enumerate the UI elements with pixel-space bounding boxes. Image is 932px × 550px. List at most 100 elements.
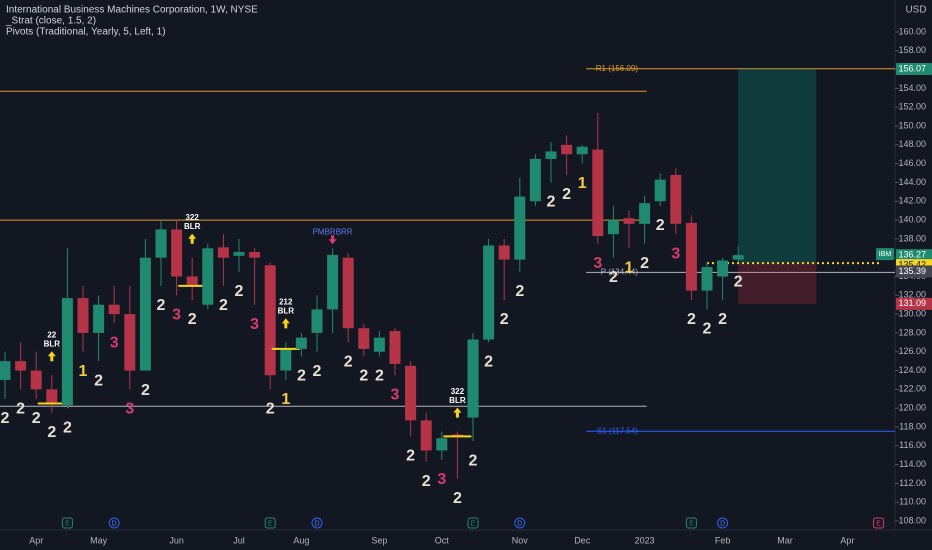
strat-label: 1 <box>578 175 587 192</box>
x-tick-label: Feb <box>715 535 731 545</box>
y-tick-label: 112.00 <box>899 478 926 488</box>
y-tick-label: 144.00 <box>898 177 926 187</box>
strat-label: 2 <box>359 368 368 385</box>
candle-body <box>46 389 58 404</box>
strat-label: 2 <box>16 401 25 418</box>
candle-body <box>389 331 401 364</box>
candle-body <box>342 257 354 329</box>
y-tick-label: 124.00 <box>898 365 926 375</box>
plot: R1 (156.09)P (134.44)S1 (117.54)222222BL… <box>0 64 895 529</box>
candle-body <box>0 361 11 380</box>
candle-body <box>623 218 635 224</box>
strat-label: 2 <box>141 382 150 399</box>
candle-body <box>654 179 666 202</box>
strat-label: 3 <box>110 335 119 352</box>
strat-label: 2 <box>734 274 743 291</box>
candle-body <box>514 196 526 260</box>
candle-body <box>233 252 245 256</box>
signal-arrow <box>281 318 290 329</box>
strat-label: 3 <box>671 245 680 262</box>
event-label: E <box>268 520 273 527</box>
strat-label: 3 <box>391 386 400 403</box>
y-tick-label: 150.00 <box>898 120 926 130</box>
candle-body <box>280 348 292 371</box>
candle-body <box>77 298 89 333</box>
strat-label: 2 <box>515 283 524 300</box>
strat-label: 1 <box>281 391 290 408</box>
symbol-label: IBM <box>879 251 892 258</box>
candle-body <box>108 304 120 315</box>
chart-title: International Business Machines Corporat… <box>6 5 258 16</box>
strat-label: 2 <box>47 424 56 441</box>
candle-body <box>124 314 136 371</box>
candle-body <box>670 174 682 224</box>
price-tag-label: 135.39 <box>898 266 926 276</box>
signal-code: 212 <box>279 297 293 306</box>
candle-body <box>498 245 510 260</box>
strat-label: 2 <box>188 311 197 328</box>
candle-body <box>30 370 42 390</box>
indicator-label: _Strat (close, 1.5, 2) <box>5 16 96 27</box>
x-tick-label: Nov <box>512 535 529 545</box>
strat-label: 2 <box>640 255 649 272</box>
y-tick-label: 148.00 <box>898 139 926 149</box>
y-tick-label: 142.00 <box>898 196 926 206</box>
strat-label: 2 <box>63 419 72 436</box>
event-label: D <box>112 520 117 527</box>
candle-body <box>249 252 261 258</box>
candle-body <box>561 144 573 155</box>
strat-label: 2 <box>422 473 431 490</box>
currency: USD <box>905 5 926 16</box>
price-tag-label: 156.07 <box>898 63 926 73</box>
y-tick-label: 158.00 <box>898 45 926 55</box>
y-tick-label: 130.00 <box>898 308 926 318</box>
strat-label: 3 <box>172 307 181 324</box>
signal-arrow <box>453 407 462 418</box>
candle-body <box>139 257 151 371</box>
candle-body <box>264 265 276 376</box>
event-label: D <box>517 520 522 527</box>
y-tick-label: 140.00 <box>898 214 926 224</box>
y-tick-label: 154.00 <box>898 83 926 93</box>
candle-body <box>295 337 307 349</box>
candle-body <box>327 254 339 310</box>
y-tick-label: 126.00 <box>898 346 926 356</box>
signal-arrow <box>328 235 337 245</box>
price-tag-label: 135.42 <box>898 260 926 270</box>
candle-body <box>467 339 479 418</box>
price-tag <box>896 265 932 278</box>
candle-body <box>529 158 541 202</box>
candle-body <box>15 361 27 371</box>
candle-body <box>171 229 183 277</box>
event-badge <box>311 517 323 529</box>
candle-body <box>717 260 729 277</box>
candle-body <box>483 245 495 340</box>
candle-body <box>420 420 432 451</box>
x-tick-label: Oct <box>435 535 450 545</box>
strat-label: 2 <box>297 368 306 385</box>
price-tag-label: 131.09 <box>898 298 926 308</box>
strat-label: 1 <box>625 260 634 277</box>
x-tick-label: Apr <box>29 535 43 545</box>
signal-type: BLR <box>184 222 201 231</box>
event-badge <box>467 517 479 529</box>
candle-body <box>202 248 214 305</box>
strat-label: 3 <box>593 255 602 272</box>
candle-body <box>607 220 619 235</box>
strat-label: 2 <box>562 186 571 203</box>
candle-body <box>545 151 557 159</box>
event-badge <box>108 517 120 529</box>
strat-label: 2 <box>406 448 415 465</box>
x-tick-label: Mar <box>777 535 793 545</box>
signal-arrow <box>47 351 56 362</box>
strat-label: 3 <box>125 401 134 418</box>
strat-label: 2 <box>235 283 244 300</box>
x-tick-label: May <box>90 535 108 545</box>
pivot-label: S1 (117.54) <box>597 426 639 435</box>
strat-label: 1 <box>79 363 88 380</box>
strat-label: 2 <box>313 363 322 380</box>
signal-code: 322 <box>451 387 465 396</box>
y-tick-label: 160.00 <box>898 26 926 36</box>
signal-type: PMBRBRR <box>313 227 353 236</box>
